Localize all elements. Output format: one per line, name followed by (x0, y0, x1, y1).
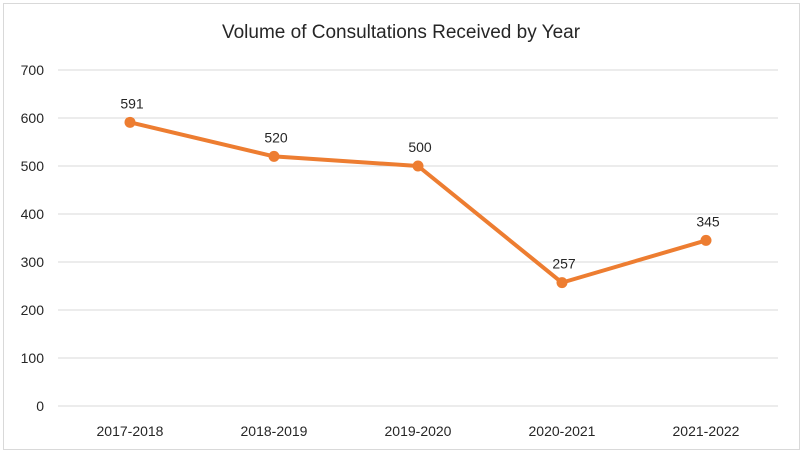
y-tick-label: 600 (21, 110, 45, 126)
data-point (268, 150, 280, 162)
data-label: 520 (264, 129, 288, 145)
y-tick-label: 100 (21, 350, 45, 366)
x-tick-label: 2021-2022 (673, 423, 740, 439)
y-tick-label: 200 (21, 302, 45, 318)
y-tick-label: 400 (21, 206, 45, 222)
y-tick-label: 300 (21, 254, 45, 270)
x-tick-label: 2020-2021 (529, 423, 596, 439)
y-tick-label: 500 (21, 158, 45, 174)
x-tick-label: 2019-2020 (385, 423, 452, 439)
y-tick-label: 700 (21, 62, 45, 78)
data-label: 345 (696, 213, 720, 229)
data-point (412, 160, 424, 172)
chart-title: Volume of Consultations Received by Year (222, 22, 581, 43)
data-point (124, 116, 136, 128)
data-label: 257 (552, 256, 576, 272)
data-point (556, 277, 568, 289)
y-tick-label: 0 (36, 398, 44, 414)
x-tick-label: 2017-2018 (97, 423, 164, 439)
data-label: 500 (408, 139, 432, 155)
data-point (700, 234, 712, 246)
x-tick-label: 2018-2019 (241, 423, 308, 439)
data-label: 591 (120, 95, 144, 111)
chart-frame (3, 3, 800, 450)
